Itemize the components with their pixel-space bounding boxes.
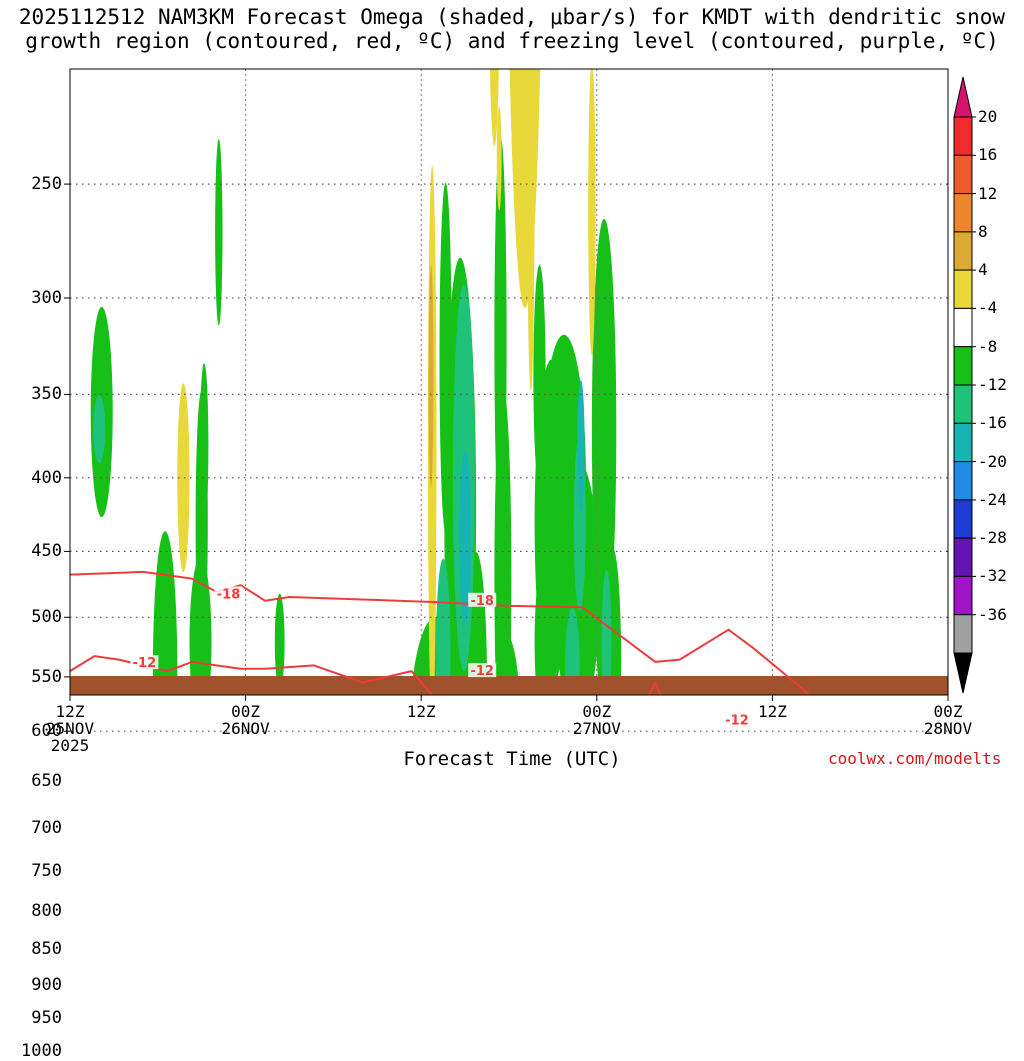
y-tick-label-600: 600 [31, 721, 62, 742]
omega-region-46 [496, 106, 502, 211]
omega-region-14 [215, 138, 223, 326]
colorbar-label-13: -36 [978, 604, 1007, 624]
colorbar-swatch-9 [953, 461, 973, 501]
colorbar-swatch-13 [953, 614, 973, 654]
contour-label-2: -12 [133, 656, 157, 671]
contour-label-bg-0 [214, 586, 243, 601]
colorbar-swatch-10 [953, 499, 973, 539]
colorbar-swatch-0 [953, 116, 973, 156]
omega-shading [90, 69, 622, 695]
contour-label-3: -12 [470, 664, 494, 679]
y-tick-label-700: 700 [31, 817, 62, 838]
colorbar-label-4: 4 [978, 260, 988, 280]
omega-region-23 [494, 386, 512, 695]
colorbar-top-arrow [953, 76, 973, 118]
omega-region-66 [565, 607, 580, 695]
y-tick-label-750: 750 [31, 860, 62, 881]
colorbar-swatch-2 [953, 193, 973, 233]
omega-region-42 [527, 69, 535, 392]
omega-region-6 [199, 363, 209, 529]
y-tick-label-400: 400 [31, 467, 62, 488]
x-tick-date-1: 26NOV [221, 719, 270, 738]
y-tick-label-900: 900 [31, 974, 62, 995]
omega-region-69 [428, 264, 434, 488]
contour-label-4: -12 [725, 714, 749, 729]
x-axis-ticks [69, 695, 949, 701]
colorbar-label-11: -28 [978, 528, 1007, 548]
colorbar-swatch-1 [953, 154, 973, 195]
y-tick-label-300: 300 [31, 288, 62, 308]
colorbar-label-5: -4 [978, 298, 998, 318]
contour-label-0: -18 [217, 587, 241, 602]
omega-region-68 [601, 569, 612, 695]
colorbar-label-0: 20 [978, 107, 998, 126]
y-tick-label-250: 250 [31, 174, 62, 195]
chart-title-line2: growth region (contoured, red, ºC) and f… [25, 29, 999, 53]
colorbar-swatch-11 [953, 537, 973, 577]
contour-label-1: -18 [470, 594, 494, 609]
colorbar [953, 76, 976, 694]
omega-region-2 [152, 531, 178, 695]
site-credit: coolwx.com/modelts [828, 749, 1002, 768]
plot-frame [69, 68, 949, 696]
colorbar-bottom-arrow [953, 652, 973, 694]
colorbar-swatch-8 [953, 422, 973, 463]
y-tick-label-1000: 1000 [21, 1040, 62, 1061]
colorbar-swatch-6 [953, 346, 973, 386]
colorbar-label-8: -16 [978, 413, 1007, 433]
omega-region-43 [489, 69, 499, 147]
colorbar-swatch-7 [953, 384, 973, 424]
y-tick-label-550: 550 [31, 666, 62, 687]
contour-label-bg-3 [468, 663, 497, 678]
colorbar-swatch-5 [953, 307, 973, 348]
colorbar-label-3: 8 [978, 221, 988, 241]
contour-line-1 [70, 655, 662, 695]
y-tick-label-950: 950 [31, 1008, 62, 1029]
x-tick-year-0: 2025 [50, 736, 90, 755]
x-tick-time-0: 12Z [55, 702, 85, 721]
x-tick-time-1: 00Z [231, 702, 261, 721]
omega-region-64 [435, 558, 451, 695]
colorbar-label-6: -8 [978, 336, 998, 356]
colorbar-label-1: 16 [978, 145, 998, 165]
omega-region-12 [274, 593, 285, 690]
y-tick-label-650: 650 [31, 771, 62, 792]
colorbar-label-12: -32 [978, 566, 1007, 586]
contour-labels: -18-18-12-12-1200 [130, 586, 751, 729]
colorbar-label-2: 12 [978, 183, 998, 203]
contour-label-bg-2 [130, 655, 159, 670]
colorbar-label-10: -24 [978, 489, 1007, 509]
x-axis-title: Forecast Time (UTC) [403, 748, 621, 770]
chart-title-line1: 2025112512 NAM3KM Forecast Omega (shaded… [18, 5, 1006, 29]
x-tick-date-5: 28NOV [923, 719, 973, 738]
x-tick-date-3: 27NOV [572, 719, 621, 738]
contour-label-bg-4 [723, 712, 751, 727]
y-tick-label-850: 850 [31, 938, 62, 959]
omega-region-38 [177, 383, 190, 573]
x-tick-date-0: 25NOV [45, 719, 95, 738]
y-tick-label-800: 800 [31, 901, 62, 921]
x-tick-time-4: 12Z [757, 702, 787, 721]
colorbar-swatch-3 [953, 231, 973, 271]
x-tick-time-2: 12Z [406, 702, 436, 721]
colorbar-label-7: -12 [978, 375, 1007, 394]
y-tick-label-450: 450 [31, 541, 62, 562]
x-tick-time-5: 00Z [933, 702, 963, 721]
y-tick-label-350: 350 [31, 384, 62, 405]
omega-region-45 [588, 69, 596, 356]
omega-cross-section-chart: -18-18-12-12-1200 [64, 68, 976, 732]
terrain-ground [70, 676, 948, 695]
omega-region-77 [577, 379, 585, 512]
x-tick-time-3: 00Z [582, 702, 612, 721]
contour-label-bg-1 [468, 592, 497, 607]
y-tick-label-500: 500 [31, 607, 62, 628]
colorbar-label-9: -20 [978, 451, 1007, 471]
colorbar-swatch-4 [953, 269, 973, 309]
omega-region-57 [93, 395, 106, 463]
omega-region-19 [439, 182, 452, 533]
omega-region-76 [459, 451, 472, 624]
colorbar-swatch-12 [953, 575, 973, 616]
